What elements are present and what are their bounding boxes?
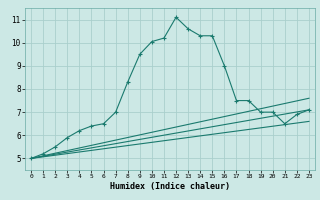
X-axis label: Humidex (Indice chaleur): Humidex (Indice chaleur)	[110, 182, 230, 191]
